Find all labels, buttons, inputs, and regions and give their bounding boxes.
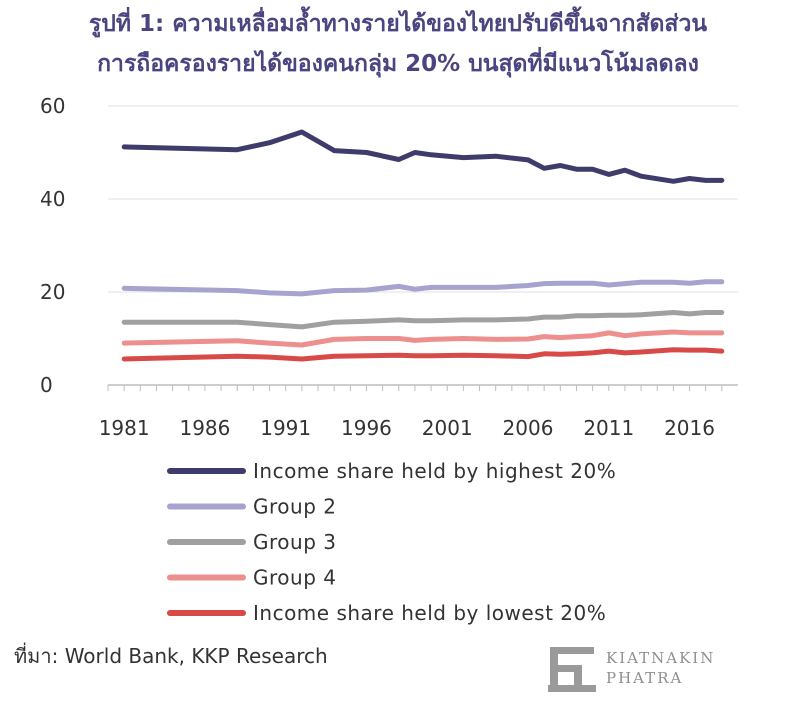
x-tick-label: 2011 [583,416,634,440]
legend-label-2: Group 2 [253,495,336,519]
x-tick-label: 1991 [260,416,311,440]
line-chart: 0 20 40 60 1981 1986 1991 1996 2001 2006 2011 2016 I… [40,94,738,625]
chart-title-line-2: การถือครองรายได้ของคนกลุ่ม 20% บนสุดที่ม… [97,51,699,77]
source-note: ที่มา: World Bank, KKP Research [14,644,328,668]
series-line-2 [121,279,725,297]
legend-label-5: Income share held by lowest 20% [253,601,606,625]
x-tick-label: 2016 [664,416,715,440]
y-tick-label: 20 [40,280,65,304]
kiatnakin-phatra-logo: KIATNAKIN PHATRA [548,645,728,695]
series-line-4 [121,329,725,348]
x-tick-label: 1981 [99,416,150,440]
legend-label-1: Income share held by highest 20% [253,459,616,483]
y-tick-label: 40 [40,187,65,211]
x-tick-label: 1996 [341,416,392,440]
logo-line-2: PHATRA [606,669,684,687]
series-line-5 [121,347,725,362]
logo-line-1: KIATNAKIN [606,649,716,667]
legend-label-4: Group 4 [253,566,336,590]
y-tick-label: 0 [40,373,53,397]
legend-label-3: Group 3 [253,530,336,554]
kkp-logo-icon [548,647,596,692]
x-tick-label: 2001 [422,416,473,440]
y-tick-label: 60 [40,94,65,118]
chart-title-line-1: รูปที่ 1: ความเหลื่อมล้ำทางรายได้ของไทยป… [88,11,708,37]
x-tick-label: 2006 [503,416,554,440]
series-line-1 [121,129,725,184]
x-tick-label: 1986 [179,416,230,440]
series-line-3 [121,310,725,330]
